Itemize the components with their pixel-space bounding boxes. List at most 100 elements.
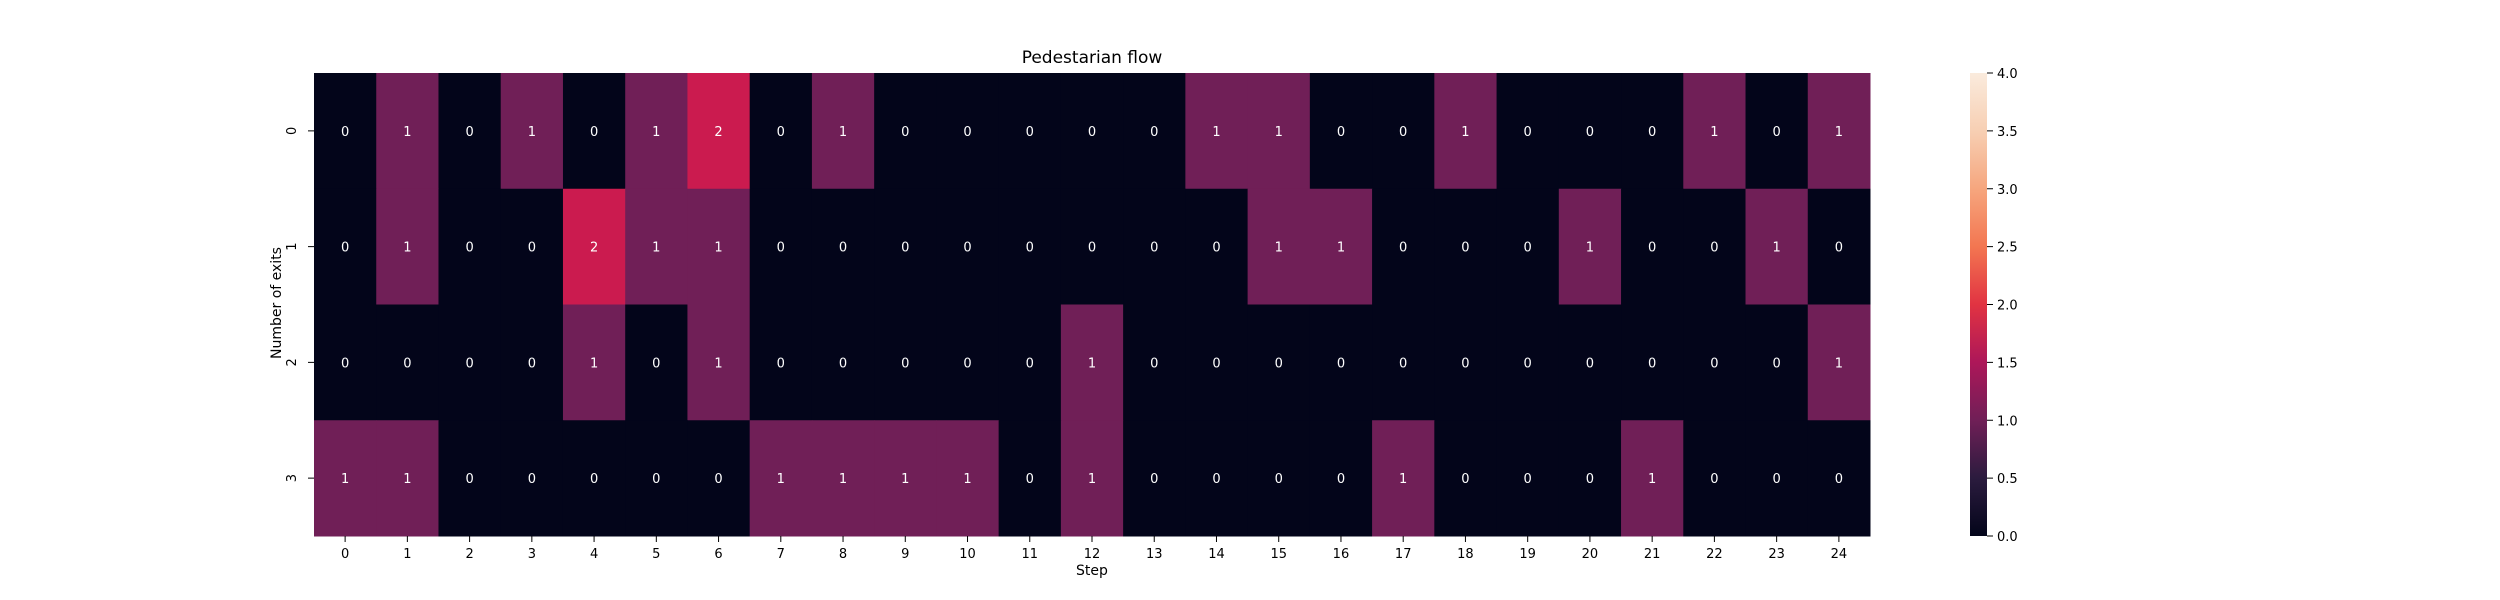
heatmap-cell [1372, 420, 1435, 537]
cell-label: 0 [465, 472, 473, 487]
x-tick-label: 9 [901, 547, 909, 562]
x-tick-label: 8 [839, 547, 847, 562]
cell-label: 0 [963, 356, 971, 371]
cell-label: 0 [341, 125, 349, 140]
heatmap-cell [1060, 73, 1124, 190]
heatmap-cell [687, 73, 751, 190]
heatmap-cell [1060, 420, 1124, 537]
cell-label: 0 [777, 241, 785, 256]
heatmap-cell [1621, 188, 1684, 305]
x-tick-label: 20 [1582, 547, 1599, 562]
heatmap-cell [998, 188, 1062, 305]
cell-label: 1 [1710, 125, 1718, 140]
heatmap-cell [936, 73, 1000, 190]
chart-title: Pedestarian flow [1022, 48, 1163, 68]
cell-label: 1 [1337, 241, 1345, 256]
cell-label: 0 [1026, 472, 1034, 487]
y-tick-label: 0 [285, 127, 300, 135]
cell-label: 1 [652, 241, 660, 256]
heatmap-cell [376, 188, 439, 305]
heatmap-cell [874, 420, 937, 537]
cell-label: 0 [839, 241, 847, 256]
heatmap-cell [749, 188, 813, 305]
cell-label: 1 [1212, 125, 1220, 140]
x-tick-label: 10 [959, 547, 976, 562]
cell-label: 0 [1150, 241, 1158, 256]
x-tick-label: 6 [714, 547, 722, 562]
cell-label: 1 [1835, 356, 1843, 371]
heatmap-cell [562, 420, 626, 537]
heatmap-cell [1185, 304, 1249, 421]
heatmap-cell [314, 420, 377, 537]
x-tick-label: 7 [777, 547, 785, 562]
cell-label: 1 [1772, 241, 1780, 256]
heatmap-cell [687, 304, 751, 421]
cell-label: 0 [1524, 472, 1532, 487]
heatmap-cell [1123, 304, 1186, 421]
cell-label: 0 [465, 241, 473, 256]
heatmap-cell [1185, 420, 1249, 537]
cell-label: 0 [1212, 241, 1220, 256]
x-tick-label: 2 [465, 547, 473, 562]
heatmap-cell [811, 73, 875, 190]
colorbar-tick-label: 1.5 [1997, 356, 2018, 371]
cell-label: 1 [1088, 472, 1096, 487]
x-tick-label: 11 [1021, 547, 1038, 562]
cell-label: 1 [590, 356, 598, 371]
heatmap-cell [376, 304, 439, 421]
y-axis: 0 1 2 3 [285, 127, 314, 482]
heatmap-cell [438, 304, 502, 421]
heatmap-cell [1621, 73, 1684, 190]
cell-label: 2 [590, 241, 598, 256]
cell-label: 0 [1026, 125, 1034, 140]
heatmap-cell [1807, 304, 1871, 421]
heatmap-cell [1185, 188, 1249, 305]
heatmap-cell [1247, 420, 1311, 537]
x-tick-label: 3 [528, 547, 536, 562]
cell-label: 0 [1399, 125, 1407, 140]
cell-label: 1 [528, 125, 536, 140]
heatmap-cell [500, 73, 564, 190]
heatmap-cell [998, 420, 1062, 537]
cell-label: 2 [714, 125, 722, 140]
heatmap-cell [1683, 188, 1747, 305]
cell-label: 0 [901, 125, 909, 140]
heatmap-cell [1683, 73, 1747, 190]
x-tick-label: 0 [341, 547, 349, 562]
cell-label: 0 [777, 125, 785, 140]
heatmap-cell [625, 188, 688, 305]
heatmap-cells [314, 73, 1871, 537]
heatmap-cell [936, 420, 1000, 537]
cell-label: 0 [1710, 472, 1718, 487]
cell-label: 0 [1212, 472, 1220, 487]
heatmap-cell [314, 304, 377, 421]
cell-label: 0 [839, 356, 847, 371]
heatmap-cell [1745, 304, 1809, 421]
heatmap-cell [1496, 304, 1560, 421]
y-tick-label: 3 [285, 474, 300, 482]
heatmap-cell [562, 188, 626, 305]
cell-label: 0 [1275, 472, 1283, 487]
colorbar [1970, 73, 1987, 536]
cell-label: 1 [963, 472, 971, 487]
x-tick-label: 16 [1333, 547, 1350, 562]
cell-label: 0 [1337, 356, 1345, 371]
cell-label: 0 [1710, 356, 1718, 371]
heatmap-cell [1745, 188, 1809, 305]
heatmap-cell [936, 304, 1000, 421]
cell-label: 0 [1150, 356, 1158, 371]
heatmap-cell [1309, 188, 1373, 305]
heatmap-cell [1496, 420, 1560, 537]
heatmap-cell [874, 73, 937, 190]
heatmap-cell [1060, 304, 1124, 421]
cell-label: 0 [1648, 241, 1656, 256]
heatmap-cell [1807, 188, 1871, 305]
x-axis-label: Step [1076, 563, 1108, 579]
heatmap-cell [1434, 73, 1498, 190]
cell-label: 0 [963, 125, 971, 140]
heatmap-cell [811, 420, 875, 537]
heatmap-cell [625, 420, 688, 537]
x-tick-label: 13 [1146, 547, 1163, 562]
cell-label: 0 [1150, 472, 1158, 487]
